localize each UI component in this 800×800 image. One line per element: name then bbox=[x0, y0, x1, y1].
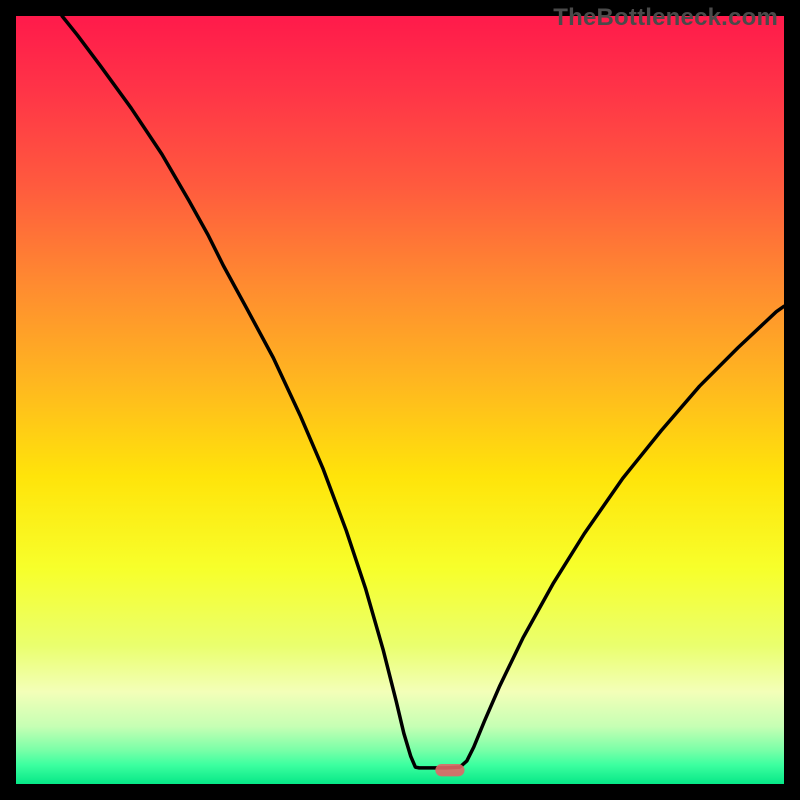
watermark-text: TheBottleneck.com bbox=[553, 4, 778, 32]
gradient-background bbox=[16, 16, 784, 784]
chart-frame: TheBottleneck.com bbox=[0, 0, 800, 800]
optimal-marker bbox=[435, 764, 464, 776]
plot-area bbox=[16, 16, 784, 784]
chart-svg bbox=[16, 16, 784, 784]
